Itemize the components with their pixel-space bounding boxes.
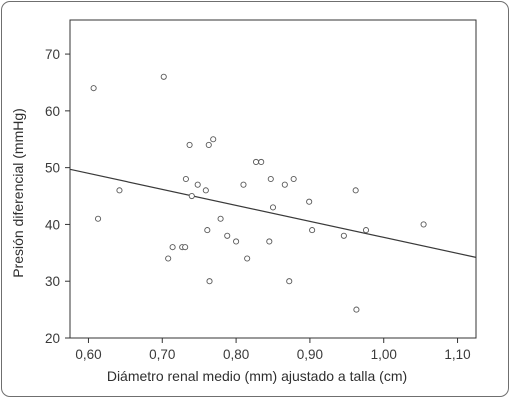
data-point xyxy=(281,181,288,188)
data-point xyxy=(116,187,123,194)
data-point xyxy=(204,227,211,234)
data-point xyxy=(165,255,172,262)
y-tick-label: 40 xyxy=(45,217,60,232)
data-point xyxy=(95,215,102,222)
data-point xyxy=(202,187,209,194)
data-point xyxy=(186,141,193,148)
data-point xyxy=(90,85,97,92)
x-tick-label: 0,80 xyxy=(223,347,249,362)
y-axis: 20 30 40 50 60 70 xyxy=(45,47,70,346)
data-point xyxy=(353,306,360,313)
data-point xyxy=(340,232,347,239)
y-tick-label: 60 xyxy=(45,104,60,119)
data-point xyxy=(362,227,370,234)
data-point xyxy=(286,278,293,285)
y-tick-label: 70 xyxy=(45,47,60,62)
y-tick-label: 30 xyxy=(45,274,60,289)
y-tick-label: 20 xyxy=(45,331,60,346)
data-point xyxy=(224,232,231,239)
data-point xyxy=(206,278,213,285)
data-point xyxy=(420,221,427,228)
data-points xyxy=(90,73,427,313)
data-point xyxy=(210,136,217,143)
data-point xyxy=(233,238,240,245)
x-tick-label: 1,00 xyxy=(371,347,397,362)
data-point xyxy=(182,175,189,183)
data-point xyxy=(267,175,274,183)
data-point xyxy=(188,192,195,200)
data-point xyxy=(160,73,167,80)
data-point xyxy=(217,215,224,222)
data-point xyxy=(309,227,316,234)
data-point xyxy=(258,158,265,166)
x-axis: 0,60 0,70 0,80 0,90 1,00 1,10 xyxy=(75,338,471,362)
data-point xyxy=(269,204,277,211)
data-point xyxy=(194,181,201,188)
x-tick-label: 0,90 xyxy=(297,347,323,362)
regression-line xyxy=(69,168,477,258)
data-point xyxy=(306,198,313,205)
y-axis-title: Presión diferencial (mmHg) xyxy=(10,108,26,278)
data-point xyxy=(182,244,189,251)
data-point xyxy=(240,181,247,188)
data-point xyxy=(169,244,176,251)
data-point xyxy=(352,187,359,194)
x-tick-label: 1,10 xyxy=(444,347,470,362)
x-tick-label: 0,70 xyxy=(149,347,175,362)
data-point xyxy=(244,255,251,262)
plot-area xyxy=(69,19,477,339)
y-tick-label: 50 xyxy=(45,161,60,176)
data-point xyxy=(266,238,273,245)
figure-frame xyxy=(1,1,509,397)
x-tick-label: 0,60 xyxy=(75,347,101,362)
x-axis-title: Diámetro renal medio (mm) ajustado a tal… xyxy=(107,368,407,384)
data-point xyxy=(290,175,297,183)
data-point xyxy=(252,158,260,166)
data-point xyxy=(205,141,212,148)
